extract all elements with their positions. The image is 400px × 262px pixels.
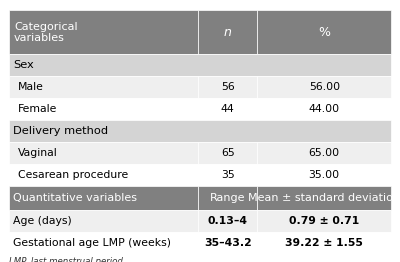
- Text: Gestational age LMP (weeks): Gestational age LMP (weeks): [13, 238, 171, 248]
- Text: Quantitative variables: Quantitative variables: [13, 193, 137, 204]
- Bar: [9, 54, 391, 77]
- Bar: [9, 232, 198, 254]
- Text: Male: Male: [18, 83, 44, 92]
- Text: 44.00: 44.00: [309, 105, 340, 114]
- Text: Categorical
variables: Categorical variables: [14, 22, 78, 43]
- Text: Range: Range: [210, 193, 246, 204]
- Text: 65: 65: [221, 149, 234, 159]
- Text: 35–43.2: 35–43.2: [204, 238, 252, 248]
- Text: n: n: [224, 26, 232, 39]
- Text: 39.22 ± 1.55: 39.22 ± 1.55: [285, 238, 363, 248]
- Text: Vaginal: Vaginal: [18, 149, 57, 159]
- Bar: [9, 187, 198, 210]
- Bar: [9, 10, 198, 54]
- Bar: [198, 10, 257, 54]
- Bar: [257, 143, 391, 165]
- Bar: [9, 165, 198, 187]
- Text: 0.79 ± 0.71: 0.79 ± 0.71: [289, 216, 360, 226]
- Bar: [257, 77, 391, 99]
- Text: 56: 56: [221, 83, 234, 92]
- Text: Delivery method: Delivery method: [13, 127, 108, 137]
- Bar: [257, 187, 391, 210]
- Text: 44: 44: [221, 105, 234, 114]
- Bar: [257, 210, 391, 232]
- Text: Mean ± standard deviation: Mean ± standard deviation: [248, 193, 400, 204]
- Text: 56.00: 56.00: [309, 83, 340, 92]
- Text: 35: 35: [221, 171, 234, 181]
- Text: Female: Female: [18, 105, 57, 114]
- Text: Sex: Sex: [13, 61, 34, 70]
- Bar: [198, 165, 257, 187]
- Bar: [257, 165, 391, 187]
- Text: Age (days): Age (days): [13, 216, 72, 226]
- Bar: [9, 121, 391, 143]
- Bar: [257, 10, 391, 54]
- Text: Cesarean procedure: Cesarean procedure: [18, 171, 128, 181]
- Text: 35.00: 35.00: [309, 171, 340, 181]
- Bar: [9, 210, 198, 232]
- Bar: [198, 143, 257, 165]
- Bar: [198, 77, 257, 99]
- Text: %: %: [318, 26, 330, 39]
- Bar: [198, 232, 257, 254]
- Text: 65.00: 65.00: [309, 149, 340, 159]
- Bar: [257, 99, 391, 121]
- Bar: [198, 210, 257, 232]
- Bar: [198, 187, 257, 210]
- Bar: [257, 232, 391, 254]
- Bar: [198, 99, 257, 121]
- Text: 0.13–4: 0.13–4: [208, 216, 248, 226]
- Text: LMP, last menstrual period.: LMP, last menstrual period.: [9, 257, 126, 262]
- Bar: [9, 99, 198, 121]
- Bar: [9, 143, 198, 165]
- Bar: [9, 77, 198, 99]
